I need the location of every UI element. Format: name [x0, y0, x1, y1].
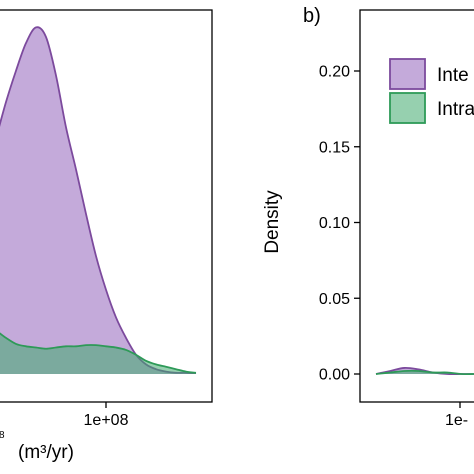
legend-swatch-intra — [389, 92, 426, 124]
panel-a-x-axis-title-clipped-digit: 8 — [0, 430, 5, 441]
panel-b: b) Density 0.00 0.05 0.10 0.15 0.20 1e- Inte… — [262, 5, 474, 429]
legend-swatch-inte — [389, 58, 426, 90]
panel-b-y-tick-label: 0.00 — [319, 367, 350, 384]
panel-a-plot-frame — [0, 9, 213, 403]
panel-a-x-ticks: 1e+08 — [84, 402, 129, 429]
panel-b-y-ticks: 0.00 0.05 0.10 0.15 0.20 — [319, 64, 360, 384]
panel-b-density-areas — [375, 367, 474, 376]
panel-a: 1e+08 (m³/yr) 8 — [0, 9, 213, 463]
panel-a-intra-curve — [0, 332, 197, 374]
panel-a-inte-area — [0, 27, 196, 374]
legend-label-inte: Inte — [437, 65, 469, 86]
panel-b-y-axis-title: Density — [262, 190, 283, 254]
panel-b-intra-curve — [375, 369, 474, 376]
panel-b-legend: Inte Intra — [389, 58, 474, 124]
panel-b-y-tick-label: 0.15 — [319, 139, 350, 156]
panel-b-y-tick-label: 0.20 — [319, 64, 350, 81]
panel-b-x-ticks: 1e- — [445, 402, 468, 429]
panel-a-intra-area — [0, 333, 196, 374]
panel-a-x-tick-label: 1e+08 — [84, 412, 129, 429]
panel-b-tag: b) — [303, 5, 321, 27]
legend-label-intra: Intra — [437, 99, 474, 120]
panel-a-x-axis-title: (m³/yr) — [18, 442, 74, 463]
panel-b-x-tick-label: 1e- — [445, 412, 468, 429]
panel-b-plot-frame — [359, 9, 474, 403]
panel-a-density-areas — [0, 26, 197, 374]
panel-b-y-tick-label: 0.05 — [319, 291, 350, 308]
panel-b-y-tick-label: 0.10 — [319, 215, 350, 232]
